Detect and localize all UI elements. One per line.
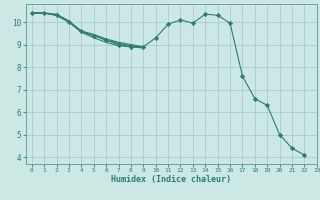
X-axis label: Humidex (Indice chaleur): Humidex (Indice chaleur) — [111, 175, 231, 184]
